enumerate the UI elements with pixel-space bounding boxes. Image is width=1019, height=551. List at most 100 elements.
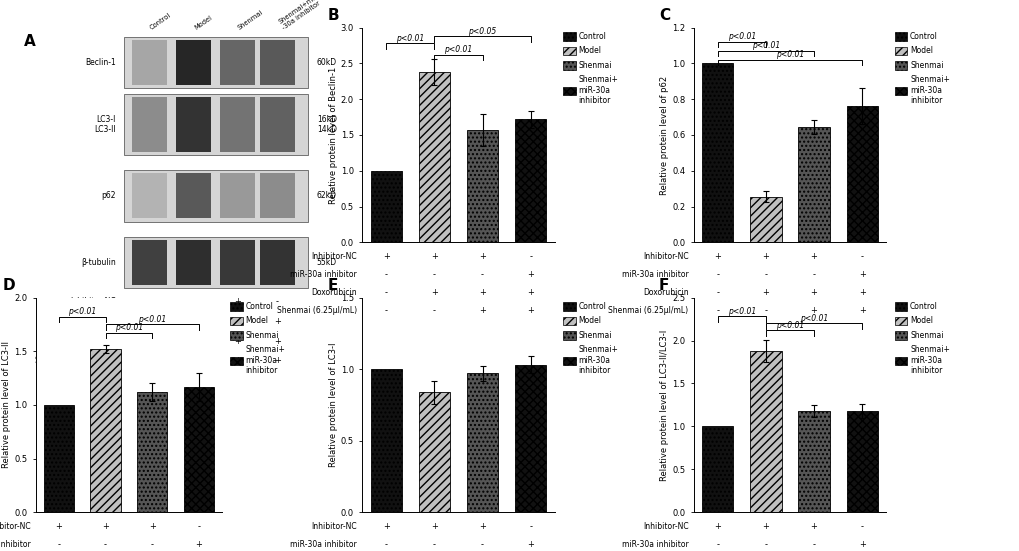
Text: +: + — [527, 288, 534, 297]
Text: -: - — [192, 356, 195, 365]
Text: p<0.01: p<0.01 — [115, 323, 143, 332]
Text: -: - — [432, 306, 435, 315]
Text: Doxorubicin: Doxorubicin — [311, 288, 357, 297]
Text: -: - — [384, 540, 387, 549]
Text: Inhibitor-NC: Inhibitor-NC — [642, 522, 688, 531]
Bar — [370, 171, 401, 242]
Text: +: + — [810, 288, 816, 297]
Bar — [219, 173, 255, 218]
Text: p<0.01: p<0.01 — [444, 45, 472, 54]
Bar — [260, 97, 294, 152]
Text: p62: p62 — [101, 191, 115, 200]
Y-axis label: Relative protein level of LC3-II: Relative protein level of LC3-II — [2, 342, 11, 468]
Text: +: + — [479, 306, 485, 315]
Bar — [750, 197, 781, 242]
Bar — [219, 240, 255, 285]
Text: +: + — [858, 270, 865, 279]
Text: +: + — [382, 252, 389, 261]
Bar — [370, 369, 401, 512]
Text: -: - — [715, 306, 718, 315]
Text: +: + — [102, 522, 109, 531]
Bar — [124, 170, 308, 222]
Text: +: + — [233, 337, 240, 345]
Bar — [701, 426, 733, 512]
Text: -: - — [763, 306, 766, 315]
Text: B: B — [327, 8, 338, 23]
Text: A: A — [23, 34, 36, 48]
Text: +: + — [146, 298, 153, 306]
Bar — [419, 72, 449, 242]
Bar — [260, 173, 294, 218]
Bar — [260, 240, 294, 285]
Legend: Control, Model, Shenmai, Shenmai+
miR-30a
inhibitor: Control, Model, Shenmai, Shenmai+ miR-30… — [894, 31, 950, 106]
Text: miR-30a inhibitor: miR-30a inhibitor — [290, 540, 357, 549]
Text: -: - — [529, 522, 532, 531]
Bar — [175, 97, 211, 152]
Bar — [219, 40, 255, 85]
Text: Control: Control — [149, 12, 172, 30]
Text: Shenmai (6.25μl/mL): Shenmai (6.25μl/mL) — [276, 306, 357, 315]
Legend: Control, Model, Shenmai, Shenmai+
miR-30a
inhibitor: Control, Model, Shenmai, Shenmai+ miR-30… — [562, 31, 619, 106]
Text: p<0.05: p<0.05 — [468, 26, 496, 35]
Bar — [131, 240, 166, 285]
Text: +: + — [527, 270, 534, 279]
Text: C: C — [658, 8, 669, 23]
Text: -: - — [148, 337, 151, 345]
Text: +: + — [149, 522, 156, 531]
Text: miR-30a inhibitor: miR-30a inhibitor — [0, 540, 31, 549]
Y-axis label: Relative protein level of Beclin-1: Relative protein level of Beclin-1 — [328, 66, 337, 204]
Text: -: - — [384, 288, 387, 297]
Text: 55kD: 55kD — [317, 258, 336, 267]
Bar — [137, 392, 167, 512]
Bar — [701, 63, 733, 242]
Text: +: + — [713, 522, 720, 531]
Bar — [131, 40, 166, 85]
Bar — [124, 237, 308, 288]
Bar — [131, 97, 166, 152]
Text: +: + — [858, 288, 865, 297]
Text: +: + — [810, 522, 816, 531]
Bar — [846, 106, 877, 242]
Text: -: - — [104, 540, 107, 549]
Text: p<0.01: p<0.01 — [727, 32, 755, 41]
Text: +: + — [527, 540, 534, 549]
Text: +: + — [274, 356, 281, 365]
Text: -: - — [715, 270, 718, 279]
Bar — [467, 374, 497, 512]
Text: -: - — [148, 356, 151, 365]
Text: -: - — [481, 270, 484, 279]
Text: Shenmai (6.25μl/mL): Shenmai (6.25μl/mL) — [607, 306, 688, 315]
Text: LC3-I
LC3-II: LC3-I LC3-II — [94, 115, 115, 134]
Bar — [515, 119, 546, 242]
Text: -: - — [384, 270, 387, 279]
Text: +: + — [190, 298, 197, 306]
Text: p<0.01: p<0.01 — [727, 307, 755, 316]
Bar — [183, 387, 214, 512]
Legend: Control, Model, Shenmai, Shenmai+
miR-30a
inhibitor: Control, Model, Shenmai, Shenmai+ miR-30… — [562, 301, 619, 376]
Bar — [798, 411, 828, 512]
Y-axis label: Relative protein level of LC3-II/LC3-I: Relative protein level of LC3-II/LC3-I — [659, 329, 668, 480]
Bar — [175, 173, 211, 218]
Text: +: + — [382, 522, 389, 531]
Text: p<0.01: p<0.01 — [799, 314, 827, 323]
Text: +: + — [479, 522, 485, 531]
Text: -: - — [715, 540, 718, 549]
Bar — [175, 40, 211, 85]
Text: -: - — [384, 306, 387, 315]
Text: 62kD: 62kD — [317, 191, 336, 200]
Text: +: + — [762, 522, 768, 531]
Text: -: - — [432, 540, 435, 549]
Text: -: - — [715, 288, 718, 297]
Text: +: + — [527, 306, 534, 315]
Text: β-tubulin: β-tubulin — [81, 258, 115, 267]
Legend: Control, Model, Shenmai, Shenmai+
miR-30a
inhibitor: Control, Model, Shenmai, Shenmai+ miR-30… — [894, 301, 950, 376]
Text: Shenmai (6.25μl/mL): Shenmai (6.25μl/mL) — [36, 356, 115, 365]
Text: +: + — [233, 298, 240, 306]
Bar — [846, 411, 877, 512]
Text: -: - — [481, 540, 484, 549]
Text: +: + — [274, 317, 281, 326]
Text: 16kD
14kD: 16kD 14kD — [317, 115, 336, 134]
Text: Model: Model — [193, 14, 213, 30]
Text: -: - — [148, 317, 151, 326]
Text: Doxorubicin: Doxorubicin — [70, 337, 115, 345]
